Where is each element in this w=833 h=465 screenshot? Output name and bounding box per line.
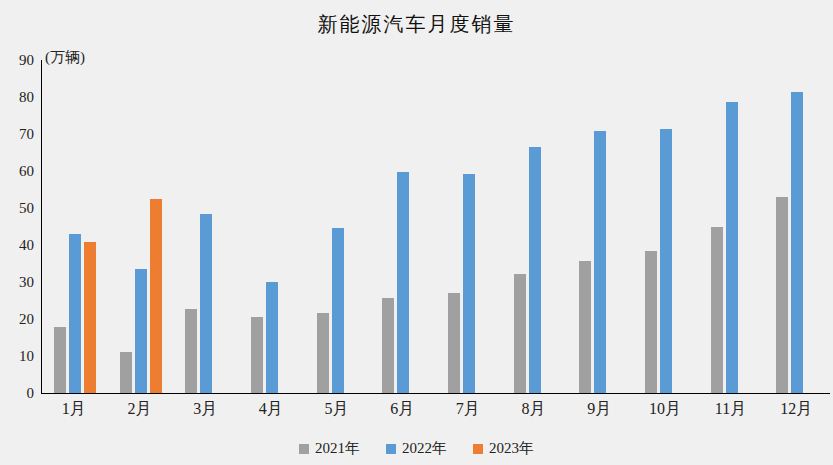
y-tick-label: 60 xyxy=(0,163,34,179)
y-tick-label: 10 xyxy=(0,348,34,364)
bar-2022年-3月 xyxy=(200,214,212,393)
x-tick-label: 2月 xyxy=(107,399,173,420)
bar-2022年-10月 xyxy=(660,129,672,393)
legend-swatch-icon xyxy=(473,444,483,454)
legend: 2021年 2022年 2023年 xyxy=(0,439,833,458)
bar-2021年-6月 xyxy=(382,298,394,393)
y-tick-label: 50 xyxy=(0,200,34,216)
legend-label: 2022年 xyxy=(402,439,447,458)
legend-item-2022年: 2022年 xyxy=(386,439,447,458)
y-tick-label: 80 xyxy=(0,89,34,105)
bar-2022年-12月 xyxy=(791,92,803,393)
bar-2023年-1月 xyxy=(84,242,96,393)
bar-2021年-3月 xyxy=(185,309,197,393)
x-tick-label: 4月 xyxy=(238,399,304,420)
bar-2022年-2月 xyxy=(135,269,147,393)
bar-2021年-5月 xyxy=(317,313,329,393)
bar-2022年-8月 xyxy=(529,147,541,393)
bar-group-7月 xyxy=(436,60,502,393)
plot-area xyxy=(41,60,830,394)
bar-2021年-11月 xyxy=(711,227,723,394)
bar-2021年-12月 xyxy=(776,197,788,393)
legend-swatch-icon xyxy=(299,444,309,454)
y-axis: 0 10 20 30 40 50 60 70 80 90 xyxy=(0,0,36,465)
bar-2022年-5月 xyxy=(332,228,344,393)
x-tick-label: 8月 xyxy=(501,399,567,420)
bar-2021年-7月 xyxy=(448,293,460,393)
bar-group-2月 xyxy=(108,60,174,393)
y-tick-label: 0 xyxy=(0,385,34,401)
bar-2021年-2月 xyxy=(120,352,132,393)
y-tick-label: 30 xyxy=(0,274,34,290)
x-tick-label: 3月 xyxy=(172,399,238,420)
x-tick-label: 5月 xyxy=(304,399,370,420)
bar-group-10月 xyxy=(633,60,699,393)
bar-2021年-4月 xyxy=(251,317,263,393)
x-tick-label: 10月 xyxy=(632,399,698,420)
chart-title: 新能源汽车月度销量 xyxy=(0,11,833,38)
y-tick-label: 40 xyxy=(0,237,34,253)
y-tick-label: 20 xyxy=(0,311,34,327)
bar-group-9月 xyxy=(567,60,633,393)
bar-2022年-1月 xyxy=(69,234,81,393)
x-tick-label: 12月 xyxy=(763,399,829,420)
bar-2022年-11月 xyxy=(726,102,738,393)
x-axis: 1月2月3月4月5月6月7月8月9月10月11月12月 xyxy=(41,399,829,420)
legend-label: 2023年 xyxy=(489,439,534,458)
bar-group-4月 xyxy=(239,60,305,393)
bar-2023年-2月 xyxy=(150,199,162,393)
y-tick-label: 90 xyxy=(0,52,34,68)
chart-canvas: 新能源汽车月度销量 (万辆) 0102030405060708090 1月2月3… xyxy=(0,0,833,465)
bar-group-6月 xyxy=(370,60,436,393)
bar-group-1月 xyxy=(42,60,108,393)
bar-group-5月 xyxy=(305,60,371,393)
bar-group-11月 xyxy=(699,60,765,393)
x-tick-label: 9月 xyxy=(566,399,632,420)
bar-2021年-10月 xyxy=(645,251,657,393)
bar-2021年-8月 xyxy=(514,274,526,393)
x-tick-label: 7月 xyxy=(435,399,501,420)
legend-label: 2021年 xyxy=(315,439,360,458)
bar-2022年-6月 xyxy=(397,172,409,393)
bar-2021年-1月 xyxy=(54,327,66,393)
bar-2022年-9月 xyxy=(594,131,606,393)
bar-2021年-9月 xyxy=(579,261,591,393)
x-tick-label: 6月 xyxy=(369,399,435,420)
bar-2022年-4月 xyxy=(266,282,278,393)
x-tick-label: 1月 xyxy=(41,399,107,420)
legend-item-2021年: 2021年 xyxy=(299,439,360,458)
legend-item-2023年: 2023年 xyxy=(473,439,534,458)
bar-2022年-7月 xyxy=(463,174,475,393)
y-tick-label: 70 xyxy=(0,126,34,142)
legend-swatch-icon xyxy=(386,444,396,454)
bar-group-8月 xyxy=(502,60,568,393)
bar-group-12月 xyxy=(764,60,830,393)
x-tick-label: 11月 xyxy=(698,399,764,420)
bar-group-3月 xyxy=(173,60,239,393)
